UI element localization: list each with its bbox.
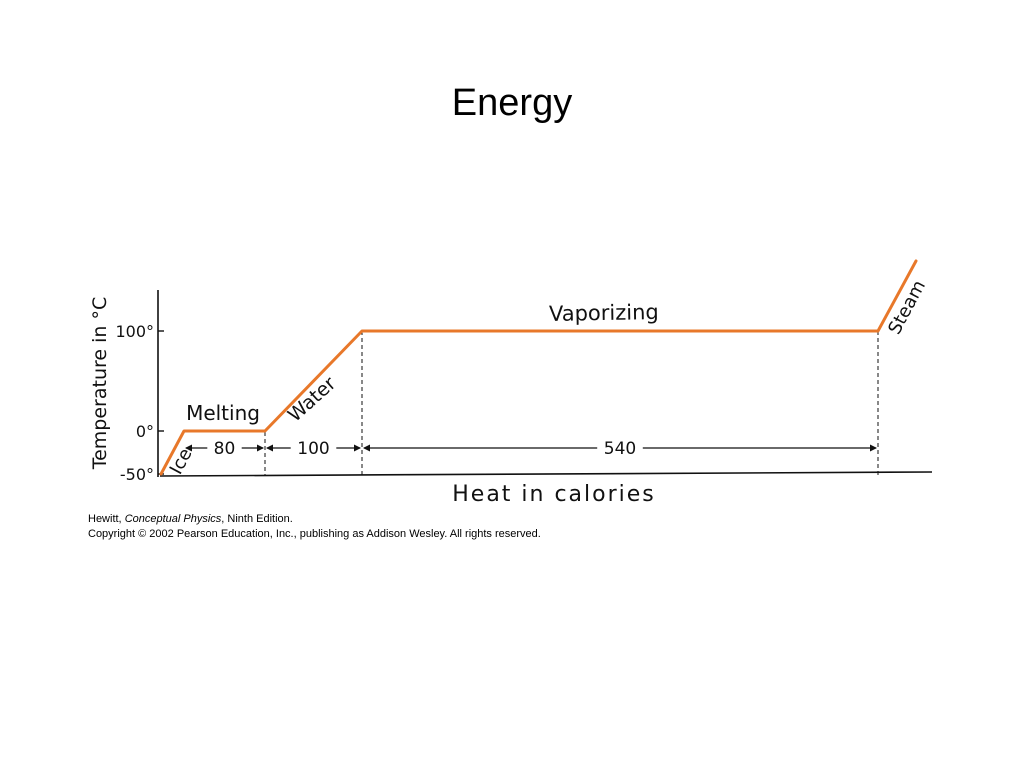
- interval-label: 100: [297, 439, 329, 459]
- interval-guides: [185, 331, 879, 476]
- interval-arrowhead: [257, 444, 264, 452]
- source-caption: Hewitt, Conceptual Physics, Ninth Editio…: [88, 512, 293, 526]
- interval-arrowhead: [870, 444, 877, 452]
- copyright-caption: Copyright © 2002 Pearson Education, Inc.…: [88, 528, 541, 540]
- interval-arrowhead: [185, 444, 192, 452]
- caption-book-title: Conceptual Physics: [124, 513, 222, 525]
- slide-title: Energy: [451, 82, 573, 124]
- interval-label: 80: [214, 439, 236, 459]
- series: [159, 259, 918, 476]
- x-axis-line: [159, 471, 933, 477]
- axes: [157, 290, 933, 477]
- segment-label: Vaporizing: [549, 300, 659, 326]
- heating-curve-line: [159, 259, 918, 476]
- y-tick-label: -50°: [120, 465, 154, 484]
- y-tick-label: 100°: [115, 322, 154, 341]
- x-axis-title: Heat in calories: [452, 482, 656, 507]
- caption-edition: , Ninth Edition.: [221, 513, 293, 525]
- y-axis-title: Temperature in °C: [89, 297, 111, 471]
- y-tick-label: 0°: [136, 422, 154, 441]
- caption-author: Hewitt,: [88, 513, 125, 525]
- interval-label: 540: [604, 439, 636, 459]
- interval-arrowhead: [363, 444, 370, 452]
- segment-label: Melting: [186, 401, 260, 425]
- interval-arrowhead: [266, 444, 273, 452]
- interval-arrowhead: [354, 444, 361, 452]
